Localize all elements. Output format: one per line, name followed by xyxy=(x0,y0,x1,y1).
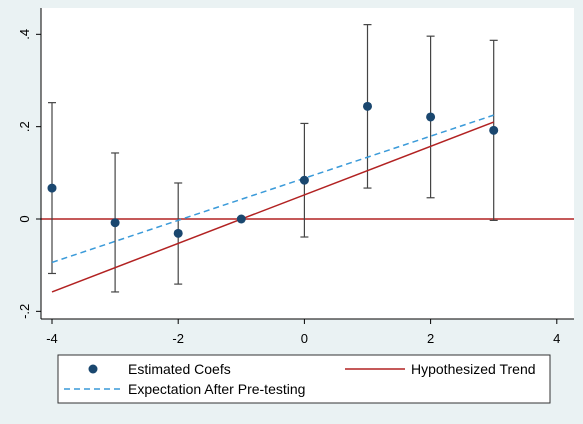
x-tick-label: -4 xyxy=(46,331,58,346)
legend-box xyxy=(57,354,551,404)
legend: Estimated Coefs Hypothesized Trend Expec… xyxy=(57,354,551,404)
legend-marker-estimated-coefs xyxy=(88,364,98,374)
x-tick-label: 4 xyxy=(553,331,560,346)
plot-area xyxy=(41,8,574,319)
data-point xyxy=(363,101,372,111)
legend-label-estimated-coefs: Estimated Coefs xyxy=(128,361,231,377)
legend-label-hypothesized-trend: Hypothesized Trend xyxy=(411,361,536,377)
legend-label-expectation: Expectation After Pre-testing xyxy=(128,381,305,397)
data-point xyxy=(47,183,57,193)
data-point xyxy=(173,228,183,238)
data-point xyxy=(110,218,120,228)
y-tick-label: 0 xyxy=(17,215,32,222)
plot-layer xyxy=(41,24,574,293)
expectation-line xyxy=(51,114,494,264)
axes-layer: -4 -2 0 2 4 -.2 0 .2 .4 xyxy=(17,8,574,346)
y-tick-label: -.2 xyxy=(17,304,32,319)
x-tick-label: 2 xyxy=(427,331,434,346)
data-point xyxy=(426,112,436,122)
x-tick-label: 0 xyxy=(301,331,308,346)
hypothesized-trend-line xyxy=(51,121,494,293)
y-tick-label: .2 xyxy=(17,121,32,132)
data-point xyxy=(489,125,499,135)
x-tick-label: -2 xyxy=(172,331,184,346)
data-point xyxy=(236,214,246,224)
y-tick-label: .4 xyxy=(17,29,32,40)
data-point xyxy=(299,175,309,185)
